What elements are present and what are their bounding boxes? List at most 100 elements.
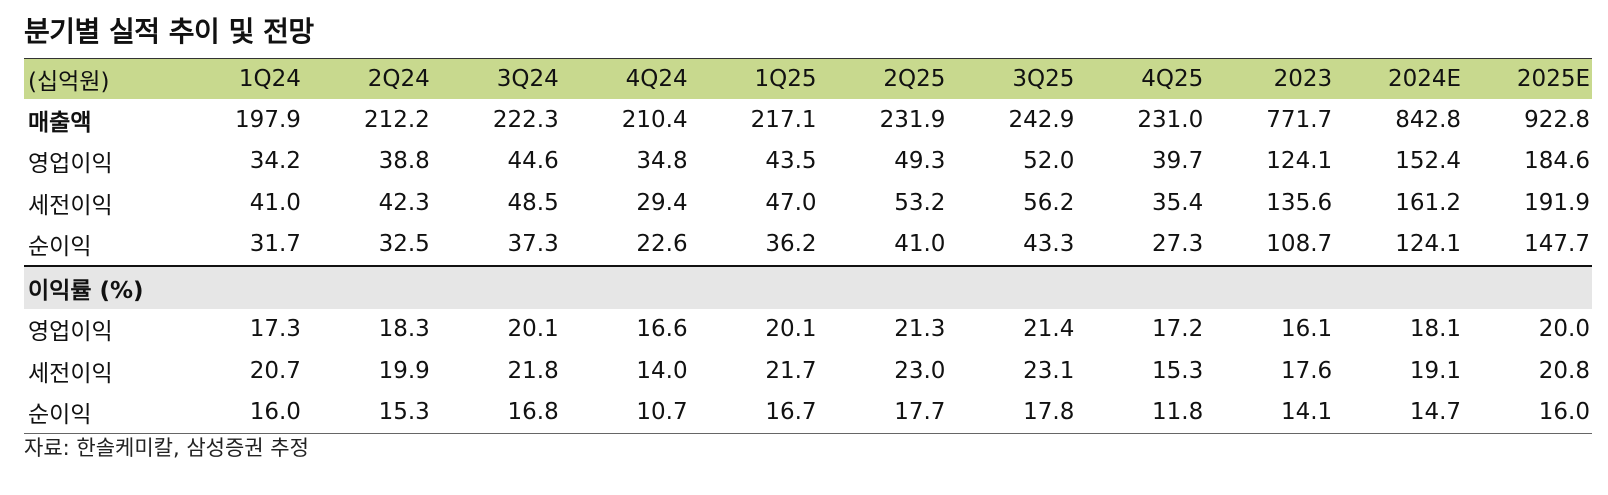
row-label: 세전이익 [28,360,113,387]
table-cell: 38.8 [378,148,430,175]
table-cell: 43.5 [765,148,817,175]
table-cell: 32.5 [378,231,430,258]
table-cell: 10.7 [560,391,690,434]
table-cell: 19.9 [378,357,430,384]
margin-section-row: 이익률 (%) [24,265,1592,309]
table-cell: 16.0 [174,391,303,434]
table-cell: 21.8 [507,357,559,384]
table-cell: 124.1 [1395,231,1462,258]
table-cell: 39.7 [1152,148,1204,175]
column-header: 3Q25 [947,58,1077,99]
table-cell: 124.1 [1266,148,1333,175]
table-cell: 108.7 [1266,231,1333,258]
table-cell: 18.1 [1409,316,1462,343]
table-cell: 212.2 [363,106,430,133]
table-row: 영업이익 34.2 38.8 44.6 34.8 43.5 49.3 52.0 … [24,141,1592,183]
table-cell: 22.6 [636,231,688,258]
table-cell: 842.8 [1395,106,1462,133]
table-cell: 23.0 [894,357,946,384]
source-note: 자료: 한솔케미칼, 삼성증권 추정 [24,436,309,460]
unit-header: (십억원) [24,58,174,99]
table-cell: 222.3 [492,106,559,133]
table-cell: 20.1 [765,316,817,343]
row-label: 세전이익 [28,192,113,219]
table-row: 매출액 197.9 212.2 222.3 210.4 217.1 231.9 … [24,99,1592,141]
table-row: 순이익 31.7 32.5 37.3 22.6 36.2 41.0 43.3 2… [24,224,1592,267]
table-cell: 231.9 [879,106,946,133]
table-cell: 922.8 [1524,106,1590,133]
table-cell: 20.7 [249,357,301,384]
column-header: 2023 [1205,58,1335,99]
column-header: 4Q24 [560,58,690,99]
table-cell: 17.3 [249,316,301,343]
table-cell: 27.3 [1152,231,1204,258]
table-cell: 35.4 [1152,189,1204,216]
column-header: 4Q25 [1076,58,1206,99]
table-cell: 147.7 [1524,231,1590,258]
table-cell: 42.3 [378,189,430,216]
table-cell: 34.2 [249,148,301,175]
table-cell: 37.3 [507,231,559,258]
column-header: 2Q25 [818,58,948,99]
table-cell: 16.1 [1280,316,1333,343]
financial-table: (십억원) 1Q24 2Q24 3Q24 4Q24 1Q25 2Q25 3Q25… [24,58,1592,434]
table-cell: 14.1 [1205,391,1335,434]
table-cell: 47.0 [765,189,817,216]
row-label: 영업이익 [28,319,113,346]
row-label: 순이익 [28,234,92,261]
table-cell: 771.7 [1266,106,1333,133]
table-cell: 17.6 [1280,357,1333,384]
table-cell: 17.7 [818,391,948,434]
table-cell: 231.0 [1137,106,1204,133]
margin-section-label: 이익률 (%) [24,265,1592,309]
table-cell: 36.2 [765,231,817,258]
table-cell: 15.3 [1152,357,1204,384]
column-header: 2024E [1334,58,1464,99]
table-cell: 20.1 [507,316,559,343]
table-cell: 56.2 [1023,189,1075,216]
row-label: 매출액 [28,109,92,136]
table-cell: 43.3 [1023,231,1075,258]
table-cell: 17.2 [1152,316,1204,343]
table-cell: 41.0 [249,189,301,216]
table-cell: 53.2 [894,189,946,216]
table-cell: 11.8 [1076,391,1206,434]
table-cell: 21.4 [1023,316,1075,343]
table-cell: 191.9 [1524,189,1590,216]
table-cell: 49.3 [894,148,946,175]
table-cell: 217.1 [750,106,817,133]
table-cell: 16.6 [636,316,688,343]
table-row: 순이익 16.0 15.3 16.8 10.7 16.7 17.7 17.8 1… [24,391,1592,434]
table-cell: 18.3 [378,316,430,343]
table-cell: 34.8 [636,148,688,175]
table-cell: 15.3 [302,391,432,434]
figure-title: 분기별 실적 추이 및 전망 [24,15,314,48]
column-header: 1Q25 [689,58,819,99]
table-cell: 19.1 [1409,357,1462,384]
table-cell: 29.4 [636,189,688,216]
table-cell: 48.5 [507,189,559,216]
table-row: 세전이익 20.7 19.9 21.8 14.0 21.7 23.0 23.1 … [24,350,1592,392]
row-label: 순이익 [24,391,174,434]
table-cell: 184.6 [1524,148,1590,175]
table-cell: 21.7 [765,357,817,384]
table-cell: 17.8 [947,391,1077,434]
table-cell: 31.7 [249,231,301,258]
table-cell: 197.9 [235,106,301,133]
table-cell: 152.4 [1395,148,1462,175]
header-row: (십억원) 1Q24 2Q24 3Q24 4Q24 1Q25 2Q25 3Q25… [24,58,1592,99]
table-cell: 16.8 [431,391,561,434]
column-header: 3Q24 [431,58,561,99]
column-header: 1Q24 [174,58,303,99]
table-cell: 52.0 [1023,148,1075,175]
table-cell: 20.0 [1538,316,1590,343]
table-cell: 41.0 [894,231,946,258]
table-cell: 16.0 [1463,391,1592,434]
table-cell: 21.3 [894,316,946,343]
column-header: 2025E [1463,58,1592,99]
table-cell: 135.6 [1266,189,1333,216]
table-cell: 14.7 [1334,391,1464,434]
table-cell: 44.6 [507,148,559,175]
table-cell: 16.7 [689,391,819,434]
table-cell: 242.9 [1008,106,1075,133]
